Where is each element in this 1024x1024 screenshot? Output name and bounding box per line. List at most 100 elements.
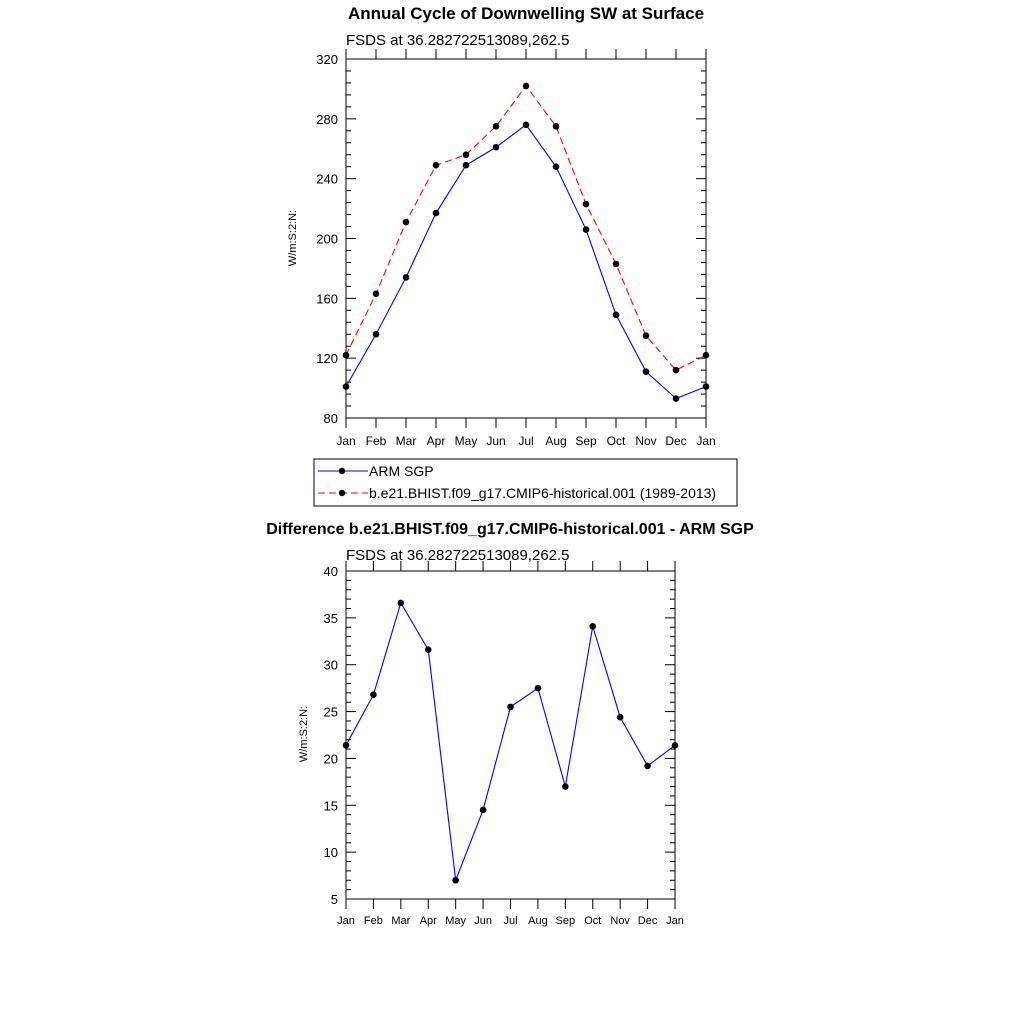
chart1-series-1-point [342, 351, 350, 359]
chart1-x-tick-label: Apr [427, 434, 446, 448]
chart2-series-0-point [424, 646, 432, 654]
chart2-series-0-point [671, 742, 679, 749]
legend-item-model: b.e21.BHIST.f09_g17.CMIP6-historical.001… [318, 485, 716, 501]
chart2-x-tick-label: Dec [638, 915, 658, 927]
chart1-y-tick-label: 120 [316, 351, 338, 366]
chart2-series-0-point [534, 684, 542, 692]
chart2-y-tick-label: 30 [324, 658, 338, 673]
chart2-series-0-point [479, 806, 487, 814]
chart1-x-tick-label: Jun [486, 434, 505, 448]
chart2-y-ticks: 5 10 15 20 25 30 35 40 [324, 564, 675, 907]
chart2-series-0-point [562, 783, 569, 790]
chart1-series-0-point [642, 368, 650, 375]
chart1-series-0-point [702, 383, 710, 390]
chart1-series-1-point [402, 218, 410, 226]
chart1-y-tick-label: 320 [316, 52, 338, 67]
chart2-y-tick-label: 10 [324, 845, 338, 860]
chart1-series-0-point [612, 311, 620, 319]
chart2-x-tick-label: Jun [474, 915, 492, 927]
chart1-series-1-point [582, 200, 590, 208]
chart1-x-tick-label: Oct [607, 434, 626, 448]
chart1-series-1-point [462, 151, 470, 159]
chart1-x-tick-label: Jan [336, 434, 355, 448]
chart1-x-tick-label: Jan [696, 434, 715, 448]
chart2-y-tick-label: 25 [324, 705, 338, 720]
legend-label-arm-sgp: ARM SGP [369, 463, 434, 479]
chart2-y-tick-label: 40 [324, 564, 338, 579]
legend-marker-model [338, 489, 346, 497]
legend-item-arm-sgp: ARM SGP [318, 463, 434, 479]
chart2-series-0-point [397, 599, 405, 607]
chart2-y-tick-label: 20 [324, 751, 338, 766]
chart1-series-1-point [372, 290, 380, 298]
chart1-x-tick-label: Aug [545, 434, 566, 448]
chart1-series-0-point [462, 161, 470, 169]
chart1-series-0-point [672, 395, 680, 402]
chart2-x-tick-label: Apr [420, 915, 437, 927]
chart2-x-tick-label: May [445, 915, 466, 927]
chart1-series-0-point [372, 330, 380, 338]
legend-marker-arm-sgp [338, 467, 346, 475]
chart2-x-tick-label: Jul [503, 915, 517, 927]
chart2-y-axis-label: W/m:S:2:N: [298, 706, 310, 762]
chart2-series-0-point [616, 713, 624, 721]
chart1-x-tick-label: Sep [575, 434, 597, 448]
chart1-series-1-point [642, 332, 650, 340]
chart1-y-tick-label: 80 [324, 411, 338, 426]
chart1-subtitle: FSDS at 36.282722513089,262.5 [346, 32, 570, 49]
chart2-series-0-point [370, 691, 377, 699]
chart1-x-tick-label: Nov [635, 434, 656, 448]
legend-label-model: b.e21.BHIST.f09_g17.CMIP6-historical.001… [369, 485, 716, 501]
chart2-x-tick-label: Jan [666, 915, 684, 927]
chart1-x-ticks: Jan Feb Mar Apr May Jun Jul Aug Sep Oct Nov Dec Jan [336, 49, 716, 448]
chart1-x-tick-label: Dec [665, 434, 686, 448]
chart2-x-tick-label: Oct [584, 915, 601, 927]
chart2-title: Difference b.e21.BHIST.f09_g17.CMIP6-his… [266, 521, 754, 538]
annual-cycle-chart: Annual Cycle of Downwelling SW at Surfac… [287, 4, 716, 448]
chart1-title: Annual Cycle of Downwelling SW at Surfac… [348, 4, 704, 23]
chart1-x-tick-label: Jul [518, 434, 533, 448]
chart1-series-1-point [612, 260, 620, 268]
chart2-y-tick-label: 35 [324, 611, 338, 626]
chart1-y-tick-label: 200 [316, 232, 338, 247]
chart2-y-tick-label: 5 [331, 892, 338, 907]
chart1-series-1-point [702, 351, 710, 359]
chart1-series-0-point [342, 383, 350, 390]
chart2-series-0-point [452, 876, 459, 884]
chart1-series-1-point [522, 82, 530, 90]
chart1-series-0-point [522, 121, 530, 129]
chart1-x-tick-label: Mar [396, 434, 417, 448]
chart2-x-tick-label: Nov [610, 915, 630, 927]
chart1-x-tick-label: May [455, 434, 478, 448]
chart1-series-1-point [672, 366, 680, 374]
chart1-series-1-point [432, 161, 440, 169]
chart2-subtitle: FSDS at 36.282722513089,262.5 [346, 547, 570, 564]
chart1-series-1-point [492, 123, 500, 130]
chart2-x-tick-label: Mar [391, 915, 410, 927]
chart1-y-ticks: 80 120 160 200 240 280 320 [316, 52, 706, 426]
chart2-x-tick-label: Feb [364, 915, 383, 927]
chart2-y-tick-label: 15 [324, 798, 338, 813]
legend-frame [313, 458, 738, 507]
chart1-series-0-point [552, 163, 560, 170]
chart2-plot-area: 5 10 15 20 25 30 35 40 Jan Feb Mar Apr May Jun Jul Aug S… [324, 561, 684, 927]
chart1-series-1-point [552, 123, 560, 130]
chart2-series-0-point [507, 703, 514, 711]
chart2-x-tick-label: Sep [556, 915, 576, 927]
chart2-x-tick-label: Aug [528, 915, 548, 927]
chart1-series-0-point [492, 143, 500, 151]
chart1-x-tick-label: Feb [366, 434, 387, 448]
chart1-y-axis-label: W/m:S:2:N: [287, 210, 299, 266]
difference-chart: Difference b.e21.BHIST.f09_g17.CMIP6-his… [266, 521, 754, 927]
chart1-y-tick-label: 160 [316, 291, 338, 306]
chart1-series-0-point [582, 226, 590, 233]
chart2-series-0-point [644, 762, 651, 770]
chart1-legend: ARM SGP b.e21.BHIST.f09_g17.CMIP6-histor… [313, 458, 738, 507]
chart1-y-tick-label: 280 [316, 112, 338, 127]
chart2-series-0-point [589, 622, 597, 630]
chart2-x-tick-label: Jan [337, 915, 355, 927]
chart1-plot-area: 80 120 160 200 240 280 320 Jan Feb Mar Apr May Jun Ju… [316, 49, 716, 448]
chart2-x-ticks: Jan Feb Mar Apr May Jun Jul Aug Sep Oct Nov Dec Jan [337, 561, 684, 927]
